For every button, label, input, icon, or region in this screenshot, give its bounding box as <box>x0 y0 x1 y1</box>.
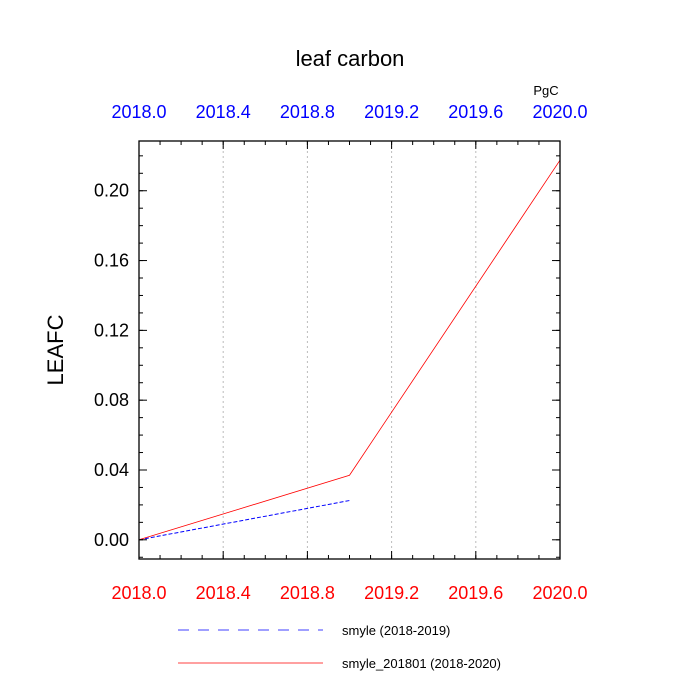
x-tick-label-top: 2018.8 <box>280 102 335 122</box>
legend: smyle (2018-2019) smyle_201801 (2018-2020… <box>178 623 501 671</box>
x-tick-label-bottom: 2018.8 <box>280 583 335 603</box>
series-line-1 <box>138 500 350 541</box>
x-tick-label-top: 2018.0 <box>111 102 166 122</box>
y-tick-label: 0.12 <box>94 320 129 340</box>
series-group <box>138 159 561 541</box>
legend-label-1: smyle (2018-2019) <box>342 623 450 638</box>
y-axis-label: LEAFC <box>43 314 68 385</box>
series-line-2 <box>138 159 561 541</box>
grid-lines <box>222 141 477 559</box>
y-tick-label: 0.16 <box>94 251 129 271</box>
tick-labels: 2018.0 2018.0 2018.4 2018.4 2018.8 2018.8 2019… <box>94 102 588 603</box>
x-tick-label-bottom: 2020.0 <box>532 583 587 603</box>
legend-label-2: smyle_201801 (2018-2020) <box>342 656 501 671</box>
x-tick-label-bottom: 2018.0 <box>111 583 166 603</box>
chart-title: leaf carbon <box>296 46 405 71</box>
tick-marks <box>138 141 561 559</box>
y-tick-label: 0.04 <box>94 460 129 480</box>
x-tick-label-top: 2018.4 <box>196 102 251 122</box>
y-tick-label: 0.20 <box>94 181 129 201</box>
x-tick-label-top: 2020.0 <box>532 102 587 122</box>
x-tick-label-top: 2019.6 <box>448 102 503 122</box>
x-tick-label-bottom: 2019.6 <box>448 583 503 603</box>
x-tick-label-bottom: 2018.4 <box>196 583 251 603</box>
x-tick-label-bottom: 2019.2 <box>364 583 419 603</box>
plot-frame <box>138 140 561 560</box>
units-label: PgC <box>533 83 558 98</box>
y-tick-label: 0.00 <box>94 530 129 550</box>
x-tick-label-top: 2019.2 <box>364 102 419 122</box>
y-tick-label: 0.08 <box>94 390 129 410</box>
